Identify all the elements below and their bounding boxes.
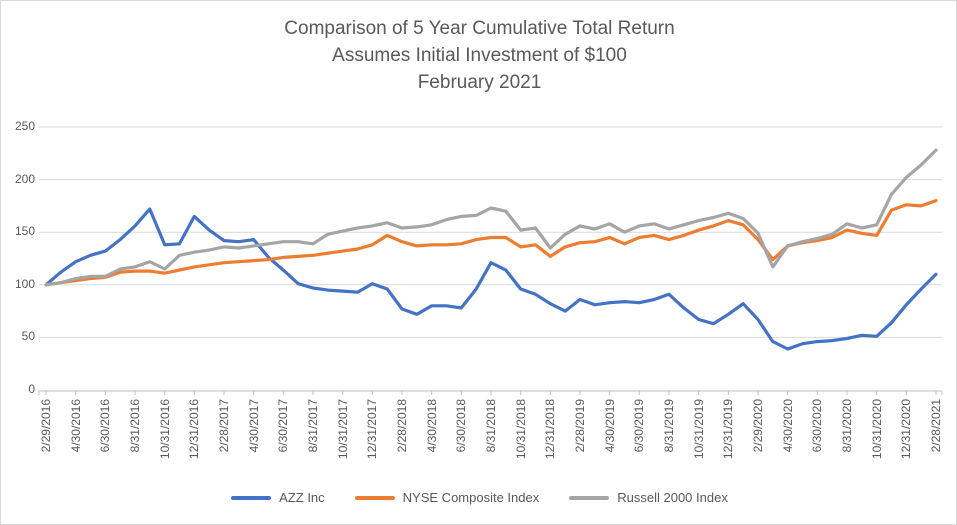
x-axis-label: 10/31/2019 [691,399,706,460]
x-axis-label: 2/28/2021 [929,399,943,453]
x-axis-label: 6/30/2016 [98,399,113,453]
x-axis-label: 10/31/2018 [513,399,528,460]
x-axis-label: 10/31/2017 [335,399,350,460]
y-axis-label: 250 [14,119,35,133]
x-axis-label: 4/30/2016 [68,399,83,453]
x-axis-label: 12/31/2018 [543,399,558,460]
chart-title: Comparison of 5 Year Cumulative Total Re… [1,15,956,96]
series-line-azz-inc [44,207,938,351]
legend-label-azz: AZZ Inc [279,490,325,505]
x-axis-label: 6/30/2019 [632,399,647,453]
x-axis-label: 2/29/2020 [751,399,765,453]
y-axis-label: 150 [14,224,35,239]
y-axis-label: 200 [14,171,35,186]
x-axis-label: 8/31/2018 [484,399,498,453]
x-axis-label: 8/31/2017 [306,399,320,453]
chart-title-line-2: Assumes Initial Investment of $100 [332,45,627,66]
x-axis-label: 6/30/2017 [276,399,291,453]
legend-item-nyse-composite: NYSE Composite Index [354,490,540,505]
legend-line-sample-russell [569,495,610,500]
legend-item-russell-2000: Russell 2000 Index [569,490,728,505]
x-axis-label: 4/30/2019 [602,399,617,453]
x-axis-label: 6/30/2018 [454,399,469,453]
legend: AZZ Inc NYSE Composite Index Russell 200… [1,490,956,505]
y-axis-label: 100 [14,276,35,291]
legend-label-russell: Russell 2000 Index [617,490,728,505]
x-axis-label: 8/31/2020 [840,399,854,453]
x-axis-label: 12/31/2020 [899,399,914,460]
x-axis-label: 4/30/2017 [246,399,261,453]
x-axis-label: 12/31/2016 [187,399,202,460]
x-axis-label: 10/31/2016 [157,399,172,460]
x-axis-label: 10/31/2020 [869,399,884,460]
x-axis-label: 12/31/2019 [721,399,736,460]
x-axis-label: 8/31/2016 [128,399,142,453]
series-line-russell-2000-index [44,148,938,287]
x-axis-label: 2/28/2018 [395,399,409,453]
x-axis-label: 2/28/2017 [217,399,231,453]
legend-label-nyse: NYSE Composite Index [402,490,540,505]
legend-item-azz-inc: AZZ Inc [231,490,325,505]
y-axis-label: 0 [28,382,35,396]
legend-line-sample-azz [231,495,272,500]
chart-title-line-3: February 2021 [417,72,542,93]
x-axis-label: 2/29/2016 [39,399,53,453]
x-axis-label: 12/31/2017 [365,399,380,460]
legend-line-sample-nyse [354,495,395,500]
y-axis-label: 50 [21,329,35,344]
chart-title-line-1: Comparison of 5 Year Cumulative Total Re… [284,18,675,39]
x-axis-label: 6/30/2020 [810,399,825,453]
x-axis-label: 8/31/2019 [662,399,676,453]
x-axis-label: 2/28/2019 [573,399,587,453]
x-axis-label: 4/30/2018 [424,399,439,453]
x-axis-label: 4/30/2020 [780,399,795,453]
